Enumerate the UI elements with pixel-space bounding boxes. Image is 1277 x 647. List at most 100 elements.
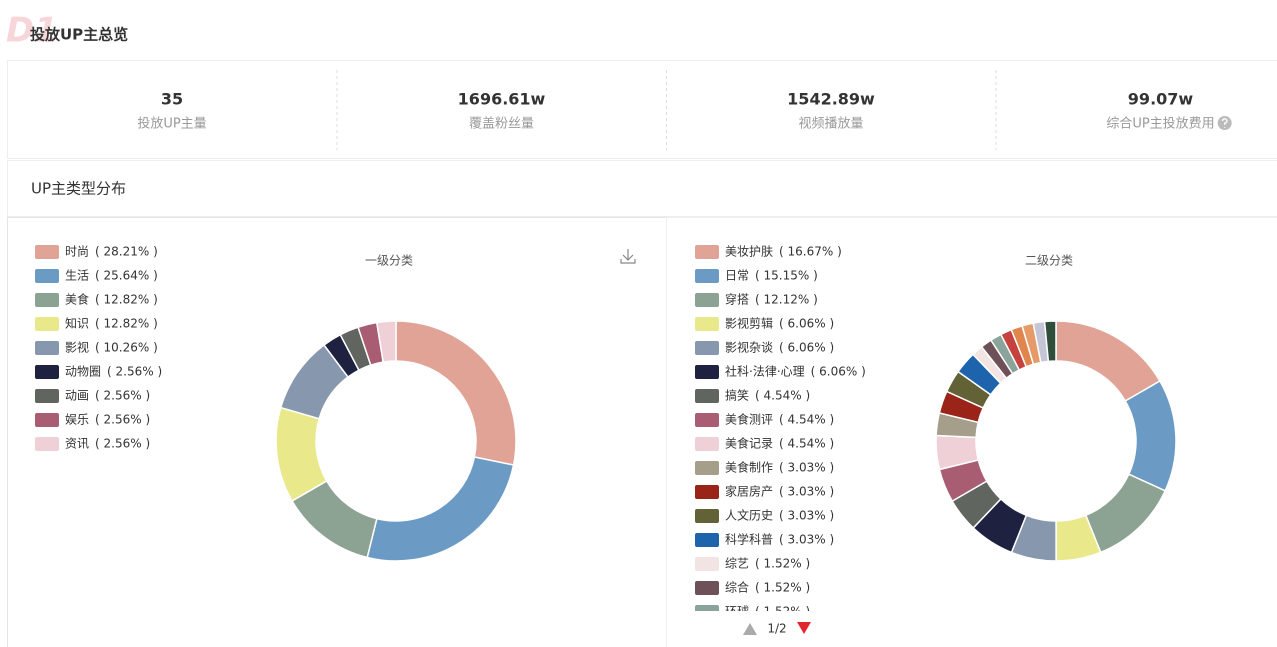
legend-value: ( 25.64% ) (95, 269, 158, 283)
legend-swatch (35, 245, 59, 259)
legend-swatch (695, 509, 719, 523)
panel (7, 217, 667, 647)
legend-swatch (35, 365, 59, 379)
legend-value: ( 3.03% ) (779, 461, 834, 475)
legend-swatch (35, 293, 59, 307)
legend-swatch (695, 605, 719, 611)
legend-value: ( 4.54% ) (755, 389, 810, 403)
legend-swatch (695, 581, 719, 595)
legend-label: 生活 (65, 269, 89, 283)
legend-label: 娱乐 (65, 413, 89, 427)
legend-value: ( 12.82% ) (95, 293, 158, 307)
legend-value: ( 15.15% ) (755, 269, 818, 283)
legend-swatch (695, 533, 719, 547)
legend-swatch (35, 317, 59, 331)
legend-value: ( 12.12% ) (755, 293, 818, 307)
legend-swatch (695, 437, 719, 451)
legend-value: ( 6.06% ) (811, 365, 866, 379)
legend-value: ( 2.56% ) (107, 365, 162, 379)
legend-value: ( 1.52% ) (755, 557, 810, 571)
legend-label: 人文历史 (725, 508, 773, 523)
legend-swatch (35, 269, 59, 283)
legend-label: 知识 (65, 317, 89, 331)
legend-label: 影视 (65, 340, 89, 355)
stats-card (7, 60, 1277, 159)
legend-label: 时尚 (65, 245, 89, 259)
section-header (7, 160, 1277, 217)
legend-swatch (695, 245, 719, 259)
legend-swatch (695, 557, 719, 571)
legend-label: 美食 (65, 292, 89, 307)
legend-value: ( 16.67% ) (779, 245, 842, 259)
prev-page[interactable] (743, 623, 757, 635)
legend-swatch (695, 341, 719, 355)
legend-value: ( 12.82% ) (95, 317, 158, 331)
stat-value: 99.07w (1128, 90, 1194, 109)
legend-label: 动物圈 (65, 365, 101, 379)
legend-value: ( 1.52% ) (755, 581, 810, 595)
legend-label: 美妆护肤 (725, 244, 773, 259)
chart-title: 一级分类 (365, 254, 413, 268)
legend-value: ( 3.03% ) (779, 533, 834, 547)
legend-label: 社科·法律·心理 (725, 364, 805, 379)
legend-swatch (35, 437, 59, 451)
legend-value: ( 2.56% ) (95, 389, 150, 403)
watermark: D1 (6, 11, 58, 51)
legend-swatch (695, 293, 719, 307)
legend-label: 动画 (65, 389, 89, 403)
legend-label: 穿搭 (725, 292, 749, 307)
legend-value: ( 3.03% ) (779, 509, 834, 523)
legend-swatch (695, 389, 719, 403)
legend-value: ( 1.52% ) (755, 605, 810, 619)
stat-label: 视频播放量 (798, 117, 863, 132)
legend-swatch (695, 413, 719, 427)
download-icon[interactable] (620, 249, 636, 264)
legend-swatch (35, 413, 59, 427)
legend-value: ( 4.54% ) (779, 413, 834, 427)
page-indicator: 1/2 (767, 622, 786, 636)
legend-label: 美食记录 (725, 436, 773, 451)
legend-label: 综艺 (725, 557, 749, 571)
legend: 美妆护肤 ( 16.67% ) 日常 ( 15.15% ) 穿搭 ( 12.12% ) 影视… (695, 244, 866, 619)
stat-value: 35 (161, 90, 183, 109)
page-title: 投放UP主总览 (30, 26, 128, 44)
legend-label: 影视剪辑 (725, 316, 773, 331)
section-title: UP主类型分布 (31, 180, 126, 198)
legend-swatch (695, 485, 719, 499)
legend-label: 环球 (725, 605, 749, 619)
legend-label: 美食制作 (725, 460, 773, 475)
donut-slice (1043, 320, 1057, 363)
legend-swatch (695, 269, 719, 283)
legend-swatch (35, 389, 59, 403)
chart-title: 二级分类 (1025, 254, 1073, 268)
legend: 时尚 ( 28.21% ) 生活 ( 25.64% ) 美食 ( 12.82% ) 知识 ( … (35, 245, 162, 451)
legend-value: ( 4.54% ) (779, 437, 834, 451)
legend-value: ( 6.06% ) (779, 317, 834, 331)
legend-swatch (695, 317, 719, 331)
legend-value: ( 28.21% ) (95, 245, 158, 259)
legend-label: 美食测评 (725, 412, 773, 427)
legend-label: 资讯 (65, 437, 89, 451)
stat-value: 1696.61w (458, 90, 546, 109)
donut-slice (375, 320, 397, 363)
legend-value: ( 10.26% ) (95, 341, 158, 355)
stat-label: 综合UP主投放费用 (1106, 116, 1214, 132)
legend-label: 家居房产 (725, 484, 773, 499)
legend-value: ( 6.06% ) (779, 341, 834, 355)
legend-label: 综合 (725, 580, 749, 595)
legend-value: ( 3.03% ) (779, 485, 834, 499)
stat-label: 投放UP主量 (137, 116, 206, 132)
legend-label: 影视杂谈 (725, 340, 773, 355)
legend-value: ( 2.56% ) (95, 413, 150, 427)
legend-swatch (35, 341, 59, 355)
legend-label: 日常 (725, 269, 749, 283)
next-page[interactable] (797, 622, 811, 634)
stat-value: 1542.89w (787, 90, 875, 109)
legend-label: 科学科普 (725, 532, 773, 547)
legend-value: ( 2.56% ) (95, 437, 150, 451)
legend-swatch (695, 365, 719, 379)
legend-swatch (695, 461, 719, 475)
stat-label: 覆盖粉丝量 (469, 117, 534, 132)
help-mark (1221, 118, 1228, 128)
